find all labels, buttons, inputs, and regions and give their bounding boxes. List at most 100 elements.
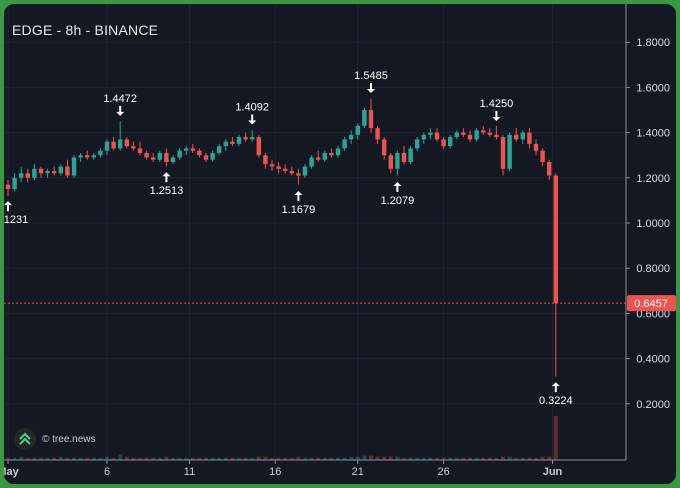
volume-bar (19, 456, 24, 460)
candle-body (520, 132, 525, 140)
volume-bar (355, 456, 360, 460)
candle-body (157, 152, 162, 160)
chart-frame: 1231 1.4472 1.2513 1.4092 1.1679 1.5485 1.2079… (4, 4, 676, 484)
volume-bar (527, 457, 532, 460)
candle-body (375, 128, 380, 140)
volume-bar (547, 456, 552, 460)
volume-bar (65, 457, 70, 460)
time-axis[interactable]: May 6 11 16 21 26 Jun (4, 459, 626, 478)
volume-bar (197, 457, 202, 460)
candle-body (269, 164, 275, 167)
candle-body (250, 137, 255, 140)
volume-bar (553, 416, 558, 460)
annotation-label: 1.2513 (150, 185, 184, 197)
arrow-head (492, 116, 501, 121)
volume-bar (382, 456, 387, 460)
candle-body (494, 134, 499, 138)
annotation-arrow-up-icon (393, 182, 402, 193)
candle-body (12, 177, 17, 190)
annotation-arrow-down-icon (367, 83, 375, 94)
x-tick-label: 16 (269, 466, 281, 478)
arrow-head (4, 201, 12, 206)
y-tick-label: 0.8000 (636, 263, 670, 275)
annotation-label: 1231 (4, 214, 28, 226)
volume-bar (144, 457, 149, 460)
candle-body (190, 148, 195, 151)
candle-body (38, 168, 44, 174)
candle-body (263, 155, 268, 165)
candle-body (421, 134, 426, 140)
volume-bar (151, 457, 156, 460)
volume-bar (454, 457, 459, 460)
candle-body (78, 155, 83, 158)
volume-bar (329, 457, 334, 460)
candle-body (368, 110, 374, 129)
volume-bar (237, 457, 241, 460)
candle-body (131, 146, 136, 149)
annotation-label: 1.2079 (381, 195, 415, 207)
volume-bar (487, 457, 492, 460)
watermark: © tree.news (14, 428, 96, 450)
y-tick-label: 0.6000 (636, 308, 670, 320)
candle-body (322, 152, 327, 160)
candle-body (434, 132, 440, 140)
candle-body (349, 134, 354, 140)
candle-body (467, 134, 473, 140)
arrow-head (551, 382, 560, 387)
volume-bar (441, 457, 446, 460)
volume-bar (12, 457, 17, 460)
volume-bar (131, 457, 136, 460)
volume-bar (435, 457, 439, 460)
volume-bar (309, 457, 314, 460)
candlestick-chart[interactable]: 1231 1.4472 1.2513 1.4092 1.1679 1.5485 1.2079… (4, 4, 676, 484)
annotation-label: 1.4250 (480, 98, 514, 110)
volume-bar (428, 457, 433, 460)
volume-bar (72, 457, 76, 460)
volume-bar (421, 457, 426, 460)
volume-bar (349, 456, 354, 460)
volume-bar (230, 457, 235, 460)
candle-body (217, 146, 222, 153)
candle-body (507, 134, 512, 169)
candle-body (184, 148, 189, 151)
volume-bar (322, 457, 327, 460)
volume-bar (6, 457, 10, 460)
volume-bar (408, 457, 413, 460)
annotations: 1231 1.4472 1.2513 1.4092 1.1679 1.5485 1.2079… (4, 70, 573, 407)
candle-body (71, 157, 77, 176)
candle-body (329, 152, 334, 156)
candle-body (177, 150, 182, 158)
candle-body (428, 132, 433, 135)
volume-bar (91, 457, 96, 460)
x-tick-label: Jun (543, 466, 563, 478)
volume-bar (362, 455, 367, 460)
annotation-arrow-up-icon (162, 172, 171, 183)
candle-body (256, 137, 261, 156)
volume-bar (395, 456, 400, 460)
volume-bar (45, 457, 50, 460)
candle-body (65, 166, 70, 176)
volume-bar (223, 457, 228, 460)
y-tick-label: 1.8000 (636, 37, 670, 49)
candles (5, 98, 558, 377)
candle-body (52, 171, 57, 174)
candle-body (382, 139, 387, 156)
y-tick-label: 1.4000 (636, 128, 670, 140)
price-axis[interactable]: 2.00001.80001.60001.40001.20001.00000.80… (625, 4, 670, 460)
volume-bar (25, 457, 30, 460)
x-tick-label: 11 (184, 466, 195, 478)
volume-bar (289, 457, 294, 460)
volume-bar (39, 457, 43, 460)
candle-body (527, 132, 532, 144)
candle-body (461, 132, 466, 135)
annotation-arrow-up-icon (551, 382, 560, 393)
arrow-head (367, 89, 375, 94)
annotation-arrow-down-icon (492, 110, 501, 121)
volume-bar (58, 456, 63, 460)
candle-body (316, 157, 321, 160)
candle-body (19, 173, 24, 178)
candle-body (91, 155, 96, 158)
volume-bar (375, 456, 380, 460)
annotation-label: 1.4092 (235, 102, 269, 114)
candle-body (335, 148, 341, 156)
